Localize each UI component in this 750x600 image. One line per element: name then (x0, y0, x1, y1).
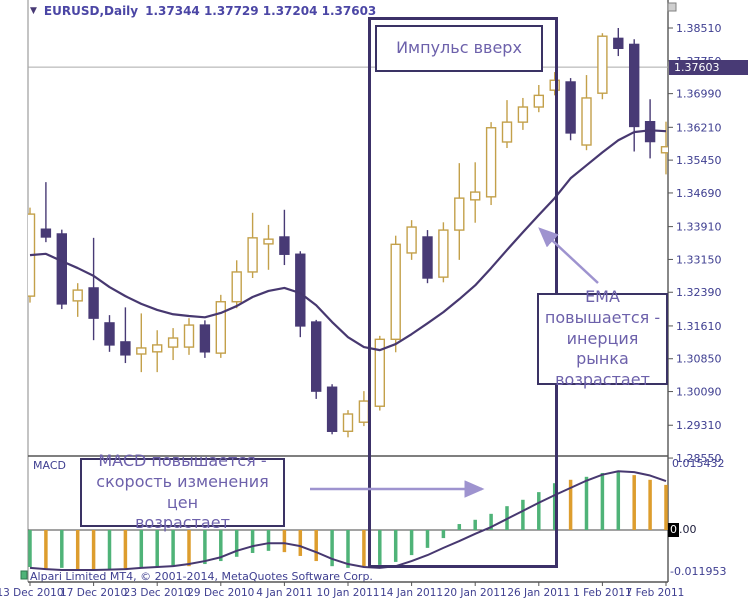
candle (422, 230, 433, 284)
price-tick-label: 1.36210 (676, 121, 722, 134)
macd-annotation-line: возрастает (135, 513, 230, 533)
ema-line (29, 129, 667, 352)
candle (136, 313, 147, 373)
price-tick-label: 1.32390 (676, 286, 722, 299)
macd-annotation-line: скорость изменения цен (96, 471, 269, 512)
ema-annotation-line: EMA (585, 287, 620, 307)
chart-corner-marker (667, 2, 677, 12)
price-tick-label: 1.33910 (676, 221, 722, 234)
date-tick-label: 10 Jan 2011 (317, 587, 380, 599)
date-tick-label: 17 Dec 2010 (60, 587, 127, 599)
candle (40, 182, 52, 243)
candle (231, 260, 242, 309)
candle (644, 99, 656, 159)
candle (501, 100, 513, 149)
macd-zero-badge-box: 0 (668, 523, 679, 537)
watermark: Alpari Limited MT4, © 2001-2014, MetaQuo… (30, 570, 373, 583)
macd-annotation-box: MACD повышается - скорость изменения цен… (80, 451, 285, 532)
date-tick-label: 14 Jan 2011 (380, 587, 443, 599)
macd-signal-line (29, 470, 667, 571)
current-price-badge: 1.37603 (669, 60, 748, 75)
candle (406, 220, 417, 260)
price-tick-label: 1.38510 (676, 22, 722, 35)
candle (454, 163, 465, 260)
date-tick-label: 29 Dec 2010 (187, 587, 254, 599)
chart-title: ▼ EURUSD,Daily 1.37344 1.37729 1.37204 1… (30, 4, 376, 18)
price-tick-label: 1.30850 (676, 353, 722, 366)
alpari-logo-icon (20, 570, 28, 580)
macd-min-label: -0.011953 (670, 565, 726, 578)
candle (311, 319, 322, 399)
candle (215, 294, 227, 358)
price-tick-label: 1.36990 (676, 88, 722, 101)
candle (581, 75, 592, 151)
date-tick-label: 20 Jan 2011 (444, 587, 507, 599)
ema-annotation-box: EMA повышается - инерция рынка возрастае… (537, 287, 668, 389)
ema-annotation-line: инерция рынка (566, 328, 639, 369)
date-tick-label: 23 Dec 2010 (124, 587, 191, 599)
candle (660, 121, 668, 175)
candle (597, 33, 608, 100)
candle (470, 162, 481, 223)
ohlc-quote-label: 1.37344 1.37729 1.37204 1.37603 (145, 4, 377, 18)
candle (104, 315, 115, 352)
macd-annotation-line: MACD повышается - (98, 450, 267, 470)
price-tick-label: 1.33150 (676, 253, 722, 266)
symbol-period-label: EURUSD,Daily (43, 4, 139, 18)
ema-annotation-line: возрастает (555, 370, 650, 390)
candle (533, 84, 544, 113)
candle (120, 307, 131, 364)
price-tick-label: 1.28550 (676, 452, 722, 465)
price-tick-label: 1.31610 (676, 320, 722, 333)
candle (374, 335, 385, 411)
date-tick-label: 4 Jan 2011 (256, 587, 312, 599)
price-tick-label: 1.34690 (676, 187, 722, 200)
macd-zero-badge: 0 .00 (668, 523, 697, 537)
candle (390, 235, 401, 353)
candle (167, 328, 179, 361)
candle (279, 209, 290, 266)
impulse-annotation-box: Импульс вверх (375, 25, 543, 72)
candle (438, 222, 449, 283)
macd-histogram (28, 472, 668, 570)
candle (151, 330, 163, 373)
date-tick-label: 1 Feb 2011 (573, 587, 632, 599)
candle (613, 28, 624, 57)
price-tick-label: 1.35450 (676, 154, 722, 167)
impulse-annotation-text: Импульс вверх (396, 38, 522, 58)
candle (342, 410, 354, 438)
indicator-label: MACD (33, 459, 66, 472)
candle (247, 212, 258, 278)
candlesticks (28, 28, 668, 438)
date-tick-label: 13 Dec 2010 (0, 587, 64, 599)
candle (485, 122, 497, 206)
candle (326, 384, 338, 435)
ema-annotation-line: повышается - (544, 307, 661, 327)
price-tick-label: 1.30090 (676, 386, 722, 399)
price-tick-label: 1.29310 (676, 419, 722, 432)
candle (72, 283, 83, 317)
macd-zero-badge-rest: .00 (679, 523, 697, 536)
price-axis: 1.385101.377501.369901.362101.354501.346… (668, 22, 726, 578)
candle (56, 229, 67, 310)
candle (88, 237, 99, 341)
candle (199, 320, 211, 358)
date-tick-label: 26 Jan 2011 (507, 587, 570, 599)
candle (183, 318, 195, 355)
candle (517, 97, 529, 130)
impulse-highlight-rectangle (368, 17, 558, 568)
candle (263, 224, 274, 270)
date-tick-label: 7 Feb 2011 (626, 587, 685, 599)
candle (549, 72, 560, 96)
macd-max-label: 0.015432 (672, 457, 725, 470)
symbol-dropdown-icon[interactable]: ▼ (30, 6, 37, 16)
candle (565, 78, 576, 141)
